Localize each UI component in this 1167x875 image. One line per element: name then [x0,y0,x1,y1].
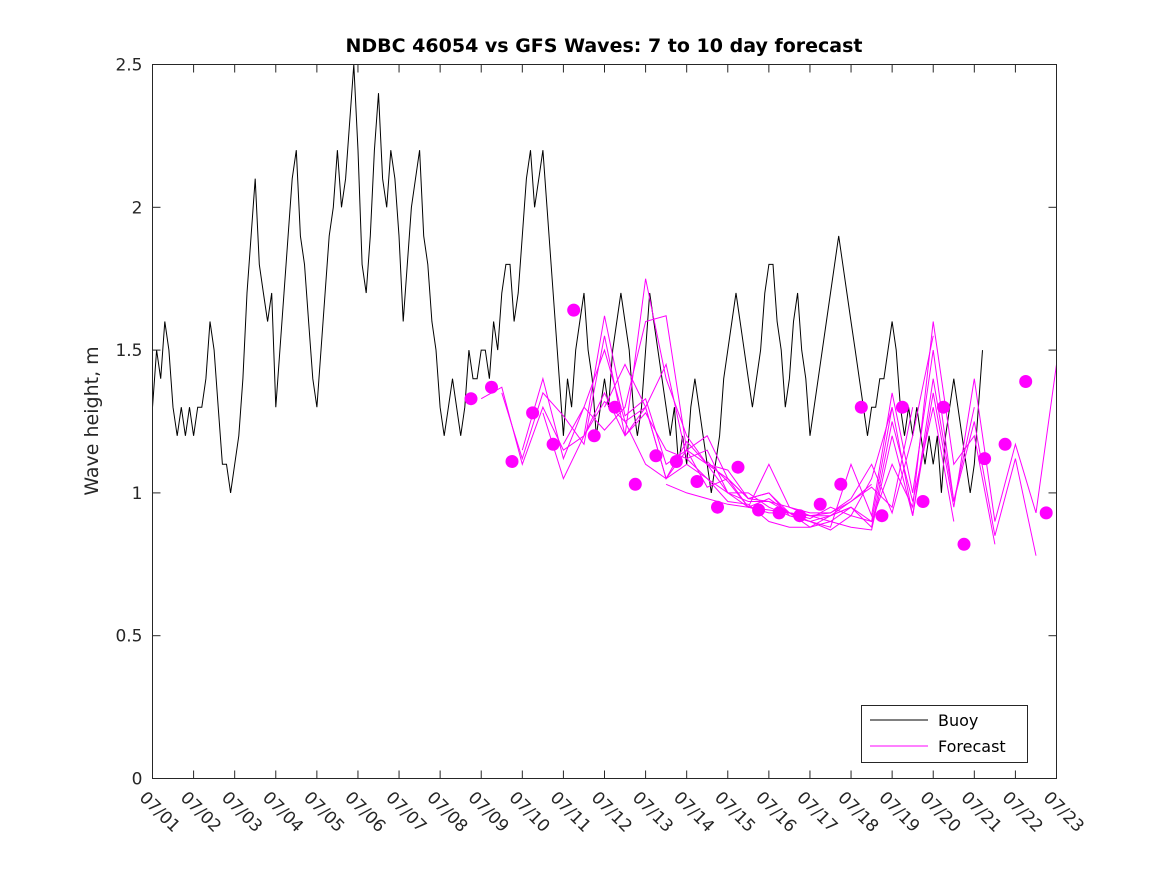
forecast-marker [978,452,992,466]
y-tick-label: 2 [132,198,143,218]
forecast-marker [1039,506,1053,520]
x-tick-label: 07/09 [464,788,513,837]
forecast-series-line-3 [521,348,893,520]
forecast-marker [505,455,519,468]
forecast-marker [854,400,868,414]
x-tick-label: 07/18 [833,788,882,837]
forecast-marker [998,437,1012,451]
x-tick-label: 07/20 [916,788,965,837]
forecast-marker [608,400,622,414]
forecast-marker [937,400,950,414]
forecast-series-line-9 [665,378,1037,556]
forecast-marker [772,506,786,520]
legend-forecast-label: Forecast [938,737,1006,756]
x-tick-label: 07/23 [1039,788,1088,837]
axes-box [152,64,1057,779]
buoy-series-line [152,64,983,493]
x-tick-label: 07/04 [258,788,307,837]
y-tick-label: 1 [132,484,143,504]
forecast-marker [546,437,560,451]
y-tick-label: 0 [132,770,143,790]
x-tick-label: 07/06 [340,788,389,837]
forecast-marker [587,429,601,443]
forecast-marker [731,460,745,474]
x-tick-label: 07/13 [628,788,677,837]
forecast-marker [628,477,642,491]
y-axis-label: Wave height, m [81,346,103,495]
x-tick-label: 07/03 [217,788,266,837]
forecast-marker [895,400,909,414]
forecast-marker [752,503,766,517]
forecast-marker [957,537,971,551]
x-tick-label: 07/01 [135,788,184,837]
x-tick-label: 07/02 [176,788,225,837]
forecast-marker [1019,375,1033,388]
x-tick-label: 07/08 [423,788,472,837]
forecast-series-line-7 [604,350,975,528]
forecast-series-line-10 [706,364,1057,528]
x-tick-label: 07/21 [957,788,1006,837]
forecast-series-line-2 [501,278,872,517]
x-tick-label: 07/19 [875,788,924,837]
y-tick-label: 1.5 [115,341,142,361]
forecast-marker [485,380,498,394]
forecast-marker [711,500,724,514]
forecast-marker [464,392,478,406]
forecast-series-line-5 [562,315,934,515]
legend-box [861,705,1028,763]
y-tick-label: 2.5 [115,56,142,76]
x-tick-label: 07/16 [751,788,800,837]
y-tick-label: 0.5 [115,627,142,647]
plot-area [152,64,1057,556]
legend: Buoy Forecast [861,705,1028,763]
x-tick-label: 07/17 [792,788,841,837]
x-tick-label: 07/11 [546,788,595,837]
forecast-marker [669,455,683,468]
x-tick-label: 07/07 [381,788,430,837]
x-tick-label: 07/05 [299,788,348,837]
x-tick-label: 07/12 [587,788,636,837]
forecast-marker [916,495,930,508]
forecast-marker [834,477,848,491]
y-axis: 0 0.5 1 1.5 2 2.5 [115,56,1057,790]
x-tick-label: 07/10 [505,788,554,837]
x-tick-label: 07/15 [710,788,759,837]
legend-buoy-label: Buoy [938,711,978,730]
forecast-marker [649,449,663,463]
forecast-marker [793,509,807,523]
x-tick-label: 07/14 [669,788,718,837]
forecast-marker [567,303,581,317]
forecast-marker [875,509,889,523]
forecast-marker [813,497,827,511]
forecast-marker [526,406,540,420]
x-tick-label: 07/22 [998,788,1047,837]
forecast-series-line-8 [624,321,996,545]
forecast-series-line-6 [583,400,955,529]
chart-title: NDBC 46054 vs GFS Waves: 7 to 10 day for… [345,35,862,57]
forecast-marker [690,475,704,488]
